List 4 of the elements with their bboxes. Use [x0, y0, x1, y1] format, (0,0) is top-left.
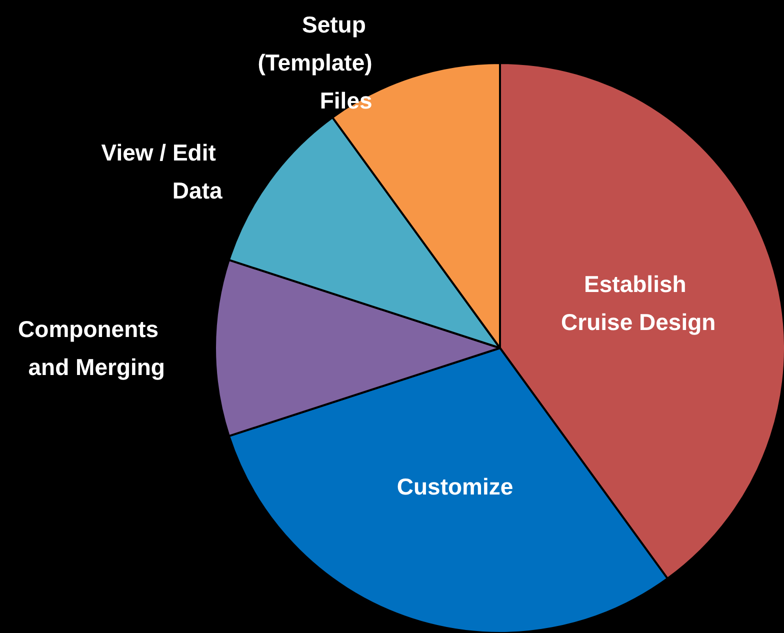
slice-label: Components and Merging — [18, 316, 165, 380]
slice-label: Establish Cruise Design — [561, 271, 716, 336]
slice-label: Customize — [396, 473, 514, 500]
slice-label: View / Edit Data — [101, 140, 222, 204]
